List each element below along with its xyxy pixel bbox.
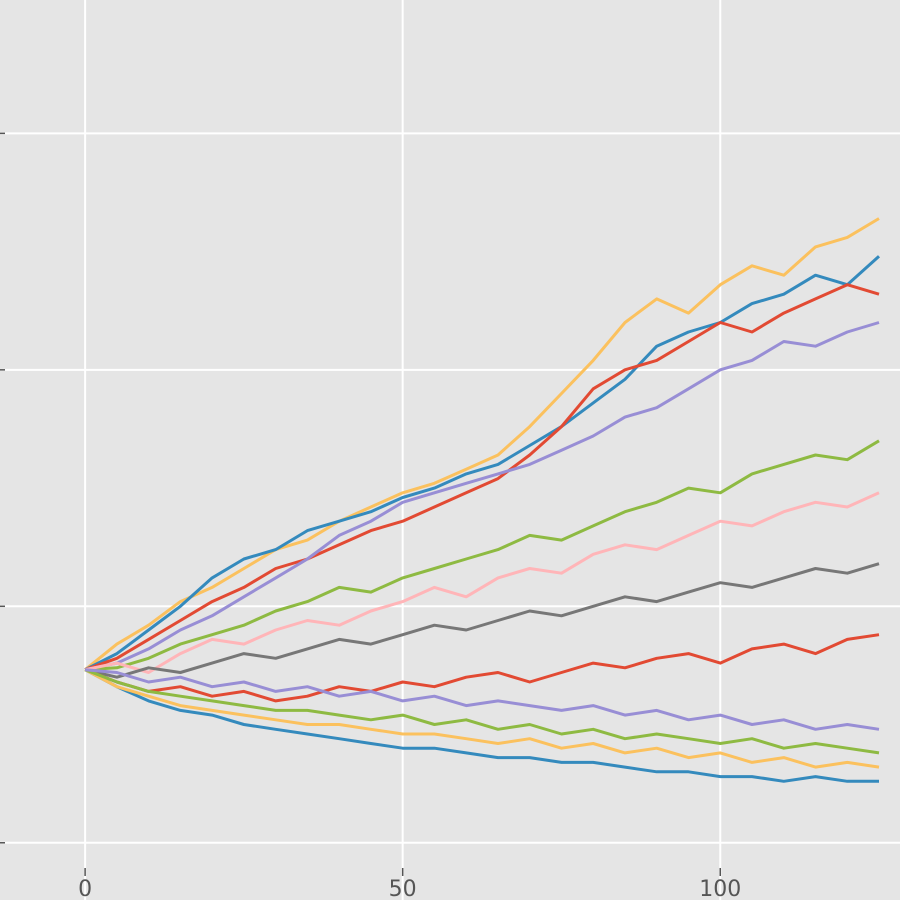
- series-line: [84, 255, 881, 672]
- x-tick-label: 0: [78, 877, 92, 900]
- series-line: [84, 668, 880, 731]
- x-tick-label: 100: [699, 877, 741, 900]
- series-line: [84, 217, 880, 671]
- series-line: [84, 633, 880, 703]
- series-line: [84, 562, 880, 679]
- series-line: [84, 668, 880, 755]
- series-line: [84, 668, 879, 783]
- series-line: [84, 321, 880, 672]
- x-tick-label: 50: [389, 877, 417, 900]
- series-line: [84, 491, 880, 674]
- series-line: [84, 668, 880, 769]
- series-line: [84, 283, 880, 672]
- series-line: [85, 439, 880, 672]
